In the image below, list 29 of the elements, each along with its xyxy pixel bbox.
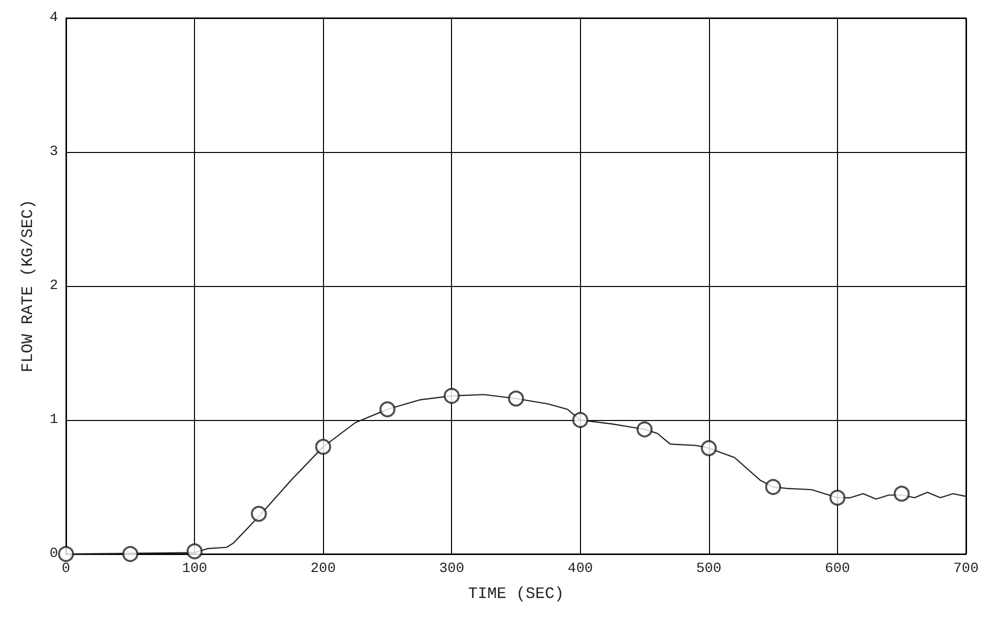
point	[894, 486, 910, 502]
x-tick-label: 400	[568, 561, 593, 577]
y-tick-label: 0	[50, 546, 58, 562]
x-tick-label: 300	[439, 561, 464, 577]
y-tick-label: 3	[50, 144, 58, 160]
y-axis-title: FLOW RATE (KG/SEC)	[19, 200, 37, 372]
y-tick-label: 2	[50, 278, 58, 294]
point	[379, 401, 396, 418]
point	[765, 479, 782, 495]
x-tick-label: 200	[310, 561, 336, 577]
x-tick-label: 100	[182, 561, 208, 577]
point	[700, 440, 717, 456]
point	[636, 421, 653, 438]
point	[250, 506, 267, 522]
x-tick-label: 0	[62, 561, 70, 577]
point	[186, 543, 203, 560]
y-tick-label: 1	[50, 412, 58, 428]
x-axis-title: TIME (SEC)	[468, 585, 564, 603]
x-tick-label: 500	[696, 561, 722, 577]
point	[508, 390, 524, 407]
point	[315, 438, 332, 455]
point	[829, 490, 846, 506]
point	[122, 546, 138, 562]
point	[572, 412, 588, 428]
x-tick-label: 600	[824, 561, 850, 577]
point	[58, 546, 74, 562]
point	[444, 388, 460, 404]
y-tick-label: 4	[50, 10, 58, 26]
x-tick-label: 700	[953, 561, 979, 577]
